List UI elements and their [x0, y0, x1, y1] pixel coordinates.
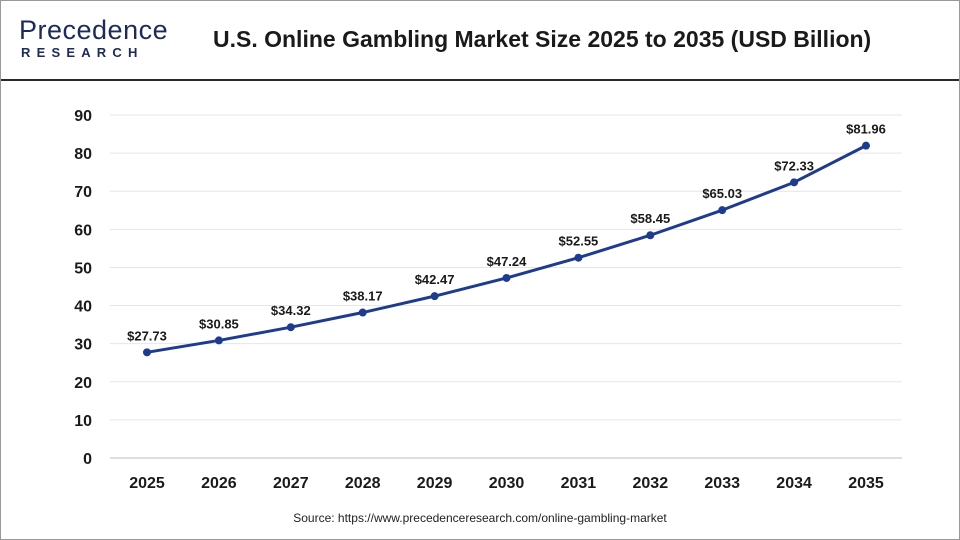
data-point [718, 206, 727, 215]
y-tick-label: 40 [74, 299, 92, 316]
chart-title: U.S. Online Gambling Market Size 2025 to… [213, 26, 872, 52]
x-tick-label: 2035 [848, 475, 884, 492]
y-tick-label: 0 [83, 451, 92, 468]
y-tick-label: 20 [74, 375, 92, 392]
data-label: $27.73 [127, 328, 167, 343]
data-label: $81.96 [846, 122, 886, 137]
data-label: $42.47 [415, 272, 455, 287]
x-tick-label: 2025 [129, 475, 165, 492]
data-label: $52.55 [559, 234, 599, 249]
y-tick-label: 30 [74, 337, 92, 354]
data-label: $34.32 [271, 303, 311, 318]
data-label: $65.03 [702, 186, 742, 201]
data-label: $47.24 [487, 254, 528, 269]
data-point [286, 323, 295, 332]
x-tick-label: 2034 [776, 475, 812, 492]
x-tick-label: 2033 [704, 475, 740, 492]
logo-wordmark: Precedence [19, 15, 169, 45]
y-tick-label: 70 [74, 184, 92, 201]
x-tick-label: 2026 [201, 475, 237, 492]
y-tick-label: 80 [74, 146, 92, 163]
data-point [143, 348, 151, 357]
data-point [790, 178, 799, 187]
y-tick-label: 10 [74, 413, 92, 430]
x-tick-label: 2031 [561, 475, 597, 492]
data-label: $30.85 [199, 316, 239, 331]
data-label: $72.33 [774, 158, 814, 173]
header: Precedence RESEARCH U.S. Online Gambling… [1, 1, 959, 81]
data-point [502, 273, 511, 282]
y-tick-label: 90 [74, 108, 92, 125]
brand-logo: Precedence RESEARCH [19, 15, 169, 67]
x-tick-label: 2029 [417, 475, 453, 492]
x-tick-label: 2030 [489, 475, 525, 492]
data-point [862, 141, 870, 150]
y-tick-label: 50 [74, 260, 92, 277]
series-line [146, 144, 867, 354]
source-note: Source: https://www.precedenceresearch.c… [293, 511, 667, 525]
data-point [214, 336, 223, 345]
x-tick-label: 2027 [273, 475, 309, 492]
y-tick-label: 60 [74, 222, 92, 239]
x-tick-label: 2028 [345, 475, 381, 492]
data-point [358, 308, 367, 317]
data-point [646, 231, 655, 240]
data-label: $38.17 [343, 289, 383, 304]
logo-tagline: RESEARCH [21, 45, 144, 60]
data-point [430, 292, 439, 301]
x-tick-label: 2032 [633, 475, 669, 492]
data-point [574, 253, 583, 262]
data-label: $58.45 [630, 211, 670, 226]
